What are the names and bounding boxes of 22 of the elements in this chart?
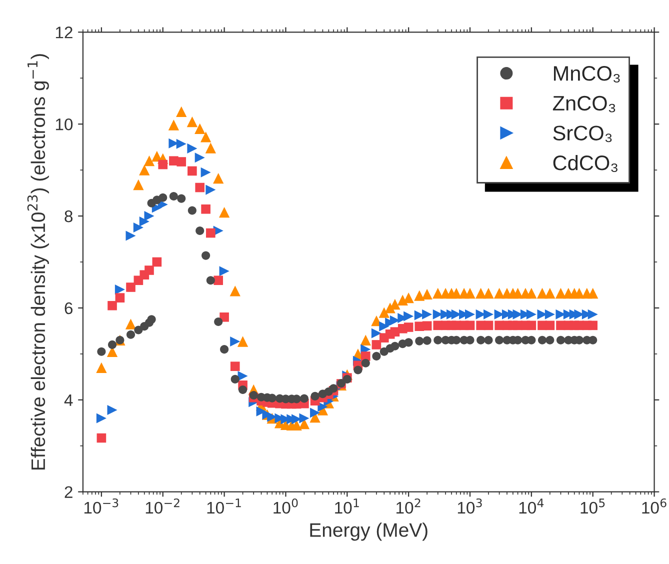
y-tick-label: 4	[64, 394, 73, 406]
legend-label: ZnCO₃	[552, 96, 616, 112]
y-tick-label: 6	[64, 302, 72, 314]
x-tick-label: 10$^{−3}$	[84, 498, 118, 514]
legend-label: CdCO₃	[553, 154, 618, 172]
x-tick-label: 10$^{2}$	[396, 498, 420, 514]
y-tick-label: 8	[64, 210, 73, 222]
y-tick-label: 10	[56, 118, 73, 130]
x-tick-label: 10$^{6}$	[642, 498, 666, 514]
x-tick-label: 10$^{5}$	[580, 498, 605, 514]
x-tick-label: 10$^{4}$	[519, 498, 544, 514]
x-tick-label: 10$^{1}$	[335, 498, 359, 514]
x-tick-label: 10$^{−1}$	[207, 498, 241, 514]
legend-label: SrCO₃	[553, 126, 612, 142]
x-tick-label: 10$^{−2}$	[146, 498, 180, 514]
legend-label: MnCO₃	[554, 66, 620, 82]
y-axis-title: Effective electron density (x10$^{23}$) (electrons g$^{−1}$)	[27, 54, 49, 470]
x-tick-label: 10$^{3}$	[458, 498, 482, 514]
y-tick-label: 2	[64, 486, 72, 498]
y-tick-label: 12	[56, 26, 72, 38]
x-tick-label: 10$^{0}$	[274, 498, 298, 514]
x-axis-title: Energy (MeV)	[310, 522, 428, 541]
